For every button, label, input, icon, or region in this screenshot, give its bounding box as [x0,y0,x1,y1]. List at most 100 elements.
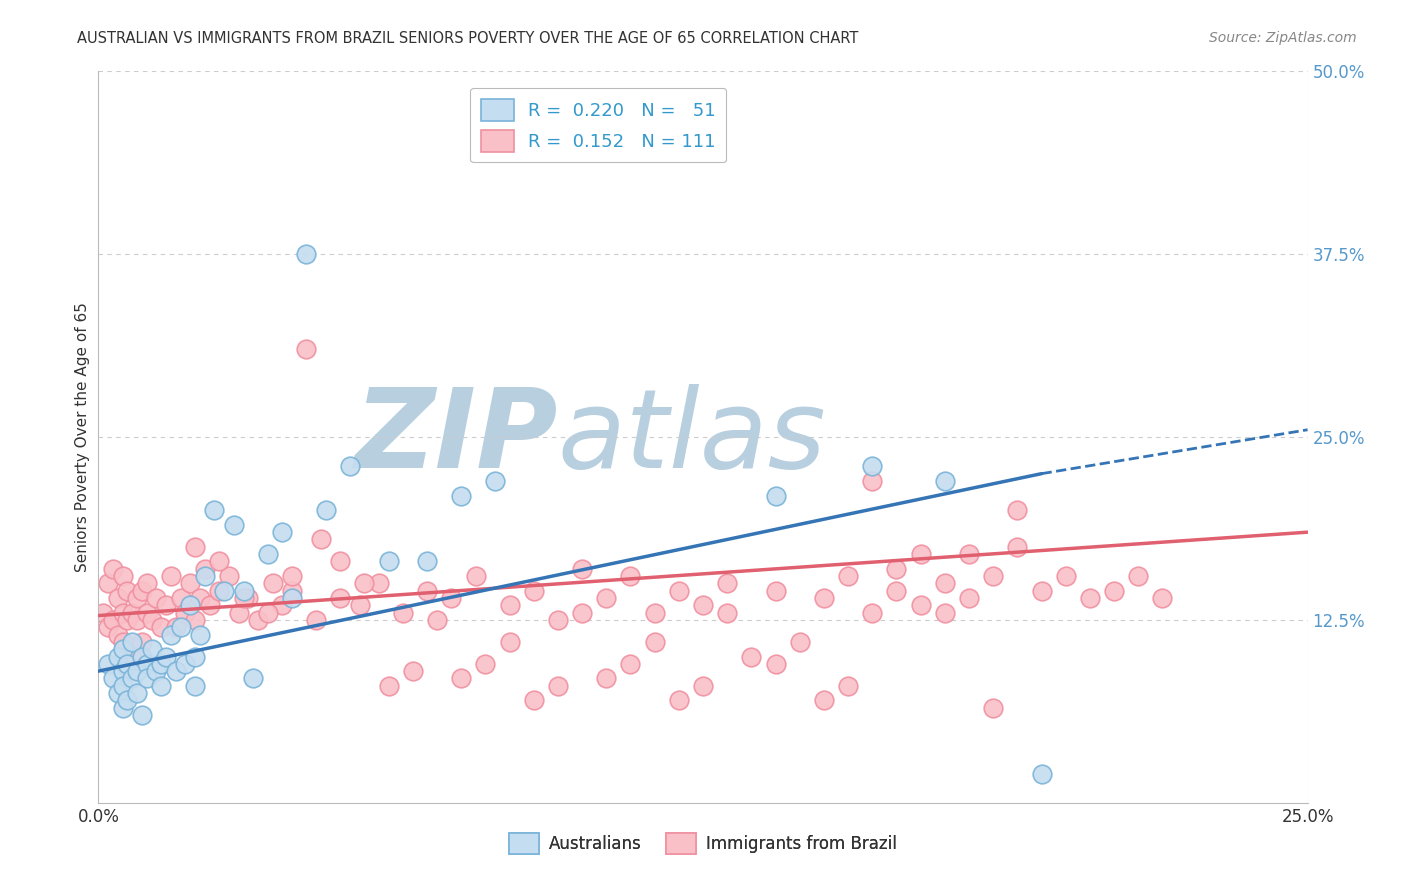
Point [107,627,129,641]
Point [121,606,143,620]
Point [135,576,157,591]
Point [860,474,883,488]
Point [353,576,375,591]
Point [188,627,211,641]
Point [169,620,191,634]
Point [740,649,762,664]
Point [886,562,908,576]
Point [117,613,139,627]
Point [498,599,520,613]
Point [934,576,956,591]
Point [160,569,183,583]
Point [450,672,472,686]
Point [107,649,129,664]
Point [305,613,328,627]
Point [127,613,149,627]
Point [117,693,139,707]
Point [498,635,520,649]
Point [281,583,304,598]
Point [212,583,235,598]
Point [860,606,883,620]
Point [111,569,134,583]
Point [426,613,449,627]
Text: atlas: atlas [558,384,827,491]
Point [150,620,173,634]
Point [155,649,177,664]
Point [238,591,260,605]
Point [837,569,859,583]
Point [97,576,120,591]
Point [179,599,201,613]
Point [111,635,134,649]
Point [101,613,124,627]
Point [97,657,120,671]
Point [402,664,425,678]
Point [169,591,191,605]
Point [198,599,221,613]
Point [121,649,143,664]
Point [1054,569,1077,583]
Point [111,606,134,620]
Point [111,642,134,657]
Point [644,606,666,620]
Point [547,679,569,693]
Point [523,693,546,707]
Point [232,583,254,598]
Point [813,591,835,605]
Point [160,627,183,641]
Point [765,489,787,503]
Point [934,606,956,620]
Point [256,606,278,620]
Point [837,679,859,693]
Point [165,664,187,678]
Point [315,503,337,517]
Text: ZIP: ZIP [354,384,558,491]
Point [910,547,932,561]
Point [179,576,201,591]
Point [141,613,163,627]
Point [131,635,153,649]
Point [1102,583,1125,598]
Point [329,591,352,605]
Point [934,474,956,488]
Point [981,700,1004,714]
Text: AUSTRALIAN VS IMMIGRANTS FROM BRAZIL SENIORS POVERTY OVER THE AGE OF 65 CORRELAT: AUSTRALIAN VS IMMIGRANTS FROM BRAZIL SEN… [77,31,859,46]
Point [668,583,690,598]
Point [450,489,472,503]
Point [368,576,391,591]
Point [184,649,207,664]
Point [981,569,1004,583]
Point [91,606,114,620]
Point [523,583,546,598]
Point [174,657,197,671]
Point [1031,766,1053,780]
Point [595,591,617,605]
Y-axis label: Seniors Poverty Over the Age of 65: Seniors Poverty Over the Age of 65 [75,302,90,572]
Point [271,525,294,540]
Point [1152,591,1174,605]
Point [127,664,149,678]
Point [595,672,617,686]
Point [101,672,124,686]
Point [97,620,120,634]
Point [416,583,439,598]
Point [155,599,177,613]
Point [204,503,226,517]
Point [1007,503,1029,517]
Point [188,591,211,605]
Point [716,576,738,591]
Point [619,657,641,671]
Point [256,547,278,561]
Point [619,569,641,583]
Point [107,591,129,605]
Point [716,606,738,620]
Point [131,583,153,598]
Point [474,657,496,671]
Point [228,606,250,620]
Point [281,591,304,605]
Point [1031,583,1053,598]
Point [208,583,231,598]
Point [135,672,157,686]
Point [135,657,157,671]
Point [242,672,264,686]
